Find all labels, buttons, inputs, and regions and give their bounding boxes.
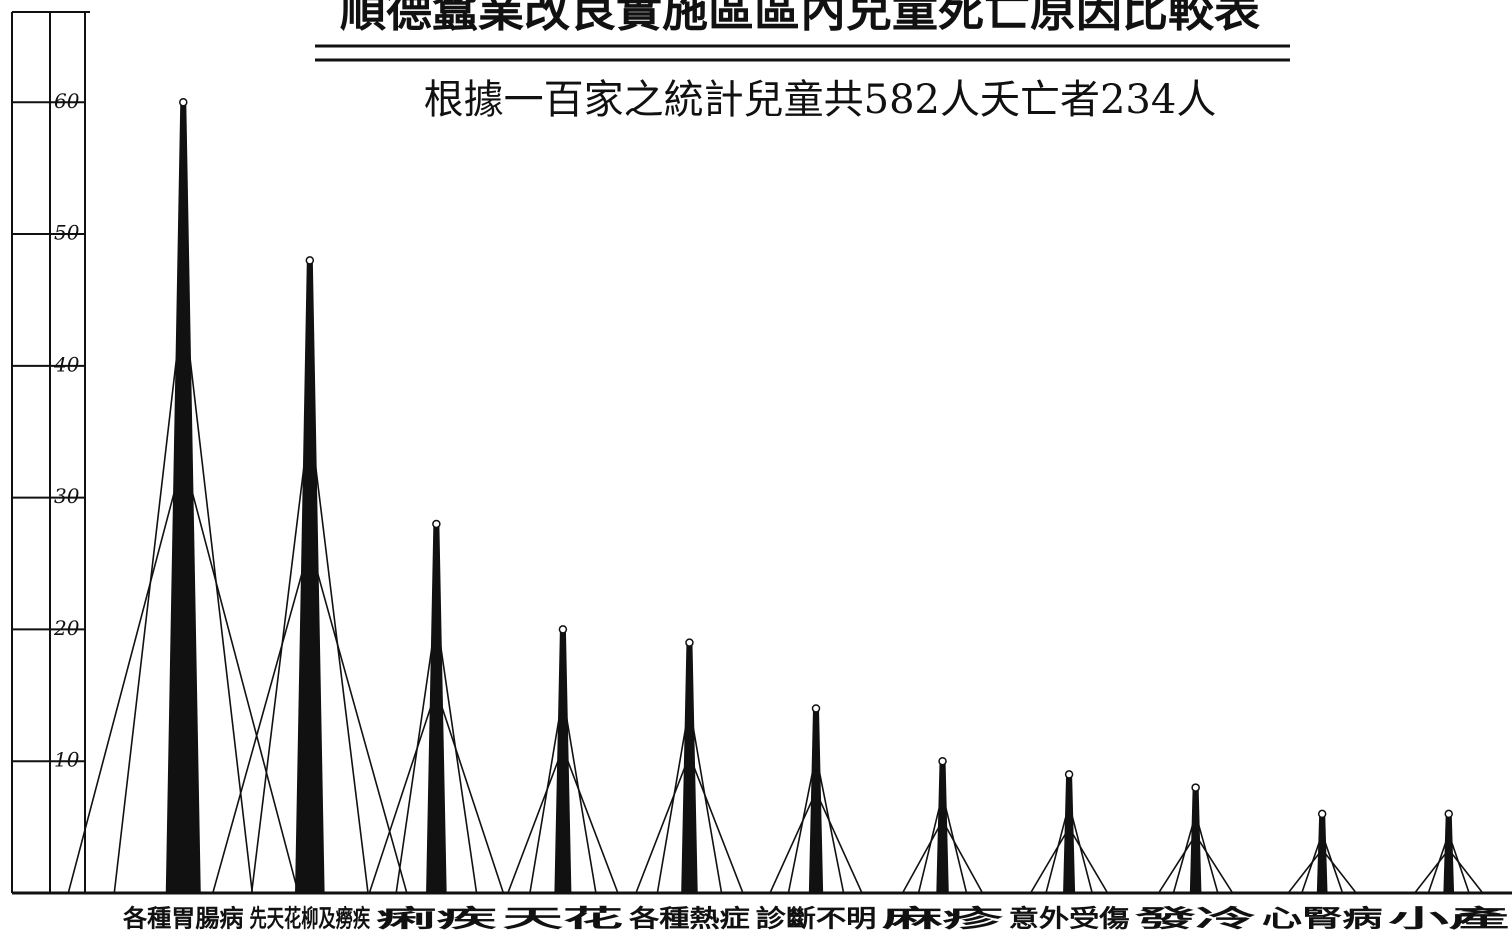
bar-cap: [432, 519, 441, 529]
guy-line: [1194, 834, 1234, 894]
guy-line: [635, 754, 691, 894]
bar-cap: [1317, 809, 1327, 819]
bar-cap: [685, 638, 694, 647]
bar: [1443, 813, 1455, 893]
x-tick-label: 各種胃腸病: [122, 904, 244, 933]
bar: [1063, 774, 1076, 893]
guy-line: [1414, 849, 1450, 894]
bar: [681, 642, 698, 893]
x-tick-label: 天花: [503, 904, 624, 933]
guy-line: [941, 820, 984, 894]
guy-line: [67, 457, 185, 894]
guy-line: [435, 689, 505, 894]
y-tick-label: 10: [54, 748, 80, 772]
guy-line: [1068, 827, 1109, 894]
y-tick-label: 60: [54, 89, 80, 113]
x-tick-label: 意外受傷: [1009, 904, 1130, 933]
bar-cap: [1064, 770, 1074, 779]
guy-line: [113, 299, 185, 894]
guy-line: [815, 754, 845, 894]
guy-line: [182, 457, 300, 894]
chart-title: 順德蠶業改良實施區區內兒童死亡原因比較表: [340, 0, 1260, 37]
x-tick-label: 小產: [1388, 904, 1509, 933]
guy-line: [368, 689, 438, 894]
x-tick-label: 先天花柳及癆疾: [250, 904, 371, 933]
guy-line: [1029, 827, 1070, 894]
bar-cap: [179, 98, 188, 107]
y-tick-label: 20: [53, 616, 80, 640]
bar-cap: [1191, 783, 1200, 792]
guy-line: [250, 418, 311, 894]
guy-line: [688, 705, 723, 894]
guy-line: [562, 747, 619, 894]
guy-line: [395, 616, 438, 894]
bar-cap: [558, 625, 568, 634]
x-tick-label: 麻疹: [880, 904, 1006, 933]
bar: [554, 629, 572, 893]
bar-cap: [1444, 809, 1453, 819]
bar: [165, 102, 201, 894]
bar: [426, 523, 447, 893]
bar: [1189, 787, 1202, 893]
guy-line: [309, 418, 369, 894]
guy-line: [1157, 834, 1197, 894]
y-tick-label: 30: [54, 484, 80, 508]
x-tick-label: 心腎病: [1262, 904, 1383, 933]
guy-line: [1287, 849, 1323, 894]
guy-line: [529, 695, 564, 894]
guy-line: [1321, 849, 1357, 894]
guy-line: [769, 791, 817, 894]
guy-line: [507, 747, 564, 894]
bar: [295, 260, 325, 894]
guy-line: [562, 695, 597, 894]
bar-cap: [811, 704, 821, 713]
guy-line: [815, 791, 863, 894]
guy-line: [309, 544, 408, 894]
guy-line: [688, 754, 744, 894]
guy-line: [656, 705, 691, 894]
guy-line: [787, 754, 817, 894]
bar-cap: [305, 256, 315, 265]
guy-line: [1448, 849, 1484, 894]
bar: [808, 708, 824, 893]
x-tick-label: 發冷: [1133, 904, 1256, 933]
x-tick-label: 痢疾: [376, 904, 497, 933]
bar: [1316, 813, 1328, 893]
bar-cap: [938, 756, 947, 766]
y-tick-label: 40: [53, 352, 80, 376]
y-tick-label: 50: [54, 221, 80, 245]
chart-subtitle: 根據一百家之統計兒童共582人夭亡者234人: [424, 77, 1217, 123]
guy-line: [435, 616, 478, 894]
guy-line: [901, 820, 944, 894]
x-tick-label: 診斷不明: [756, 904, 877, 933]
x-tick-label: 各種熱症: [628, 904, 750, 933]
guy-line: [212, 544, 311, 894]
bar: [936, 761, 949, 893]
